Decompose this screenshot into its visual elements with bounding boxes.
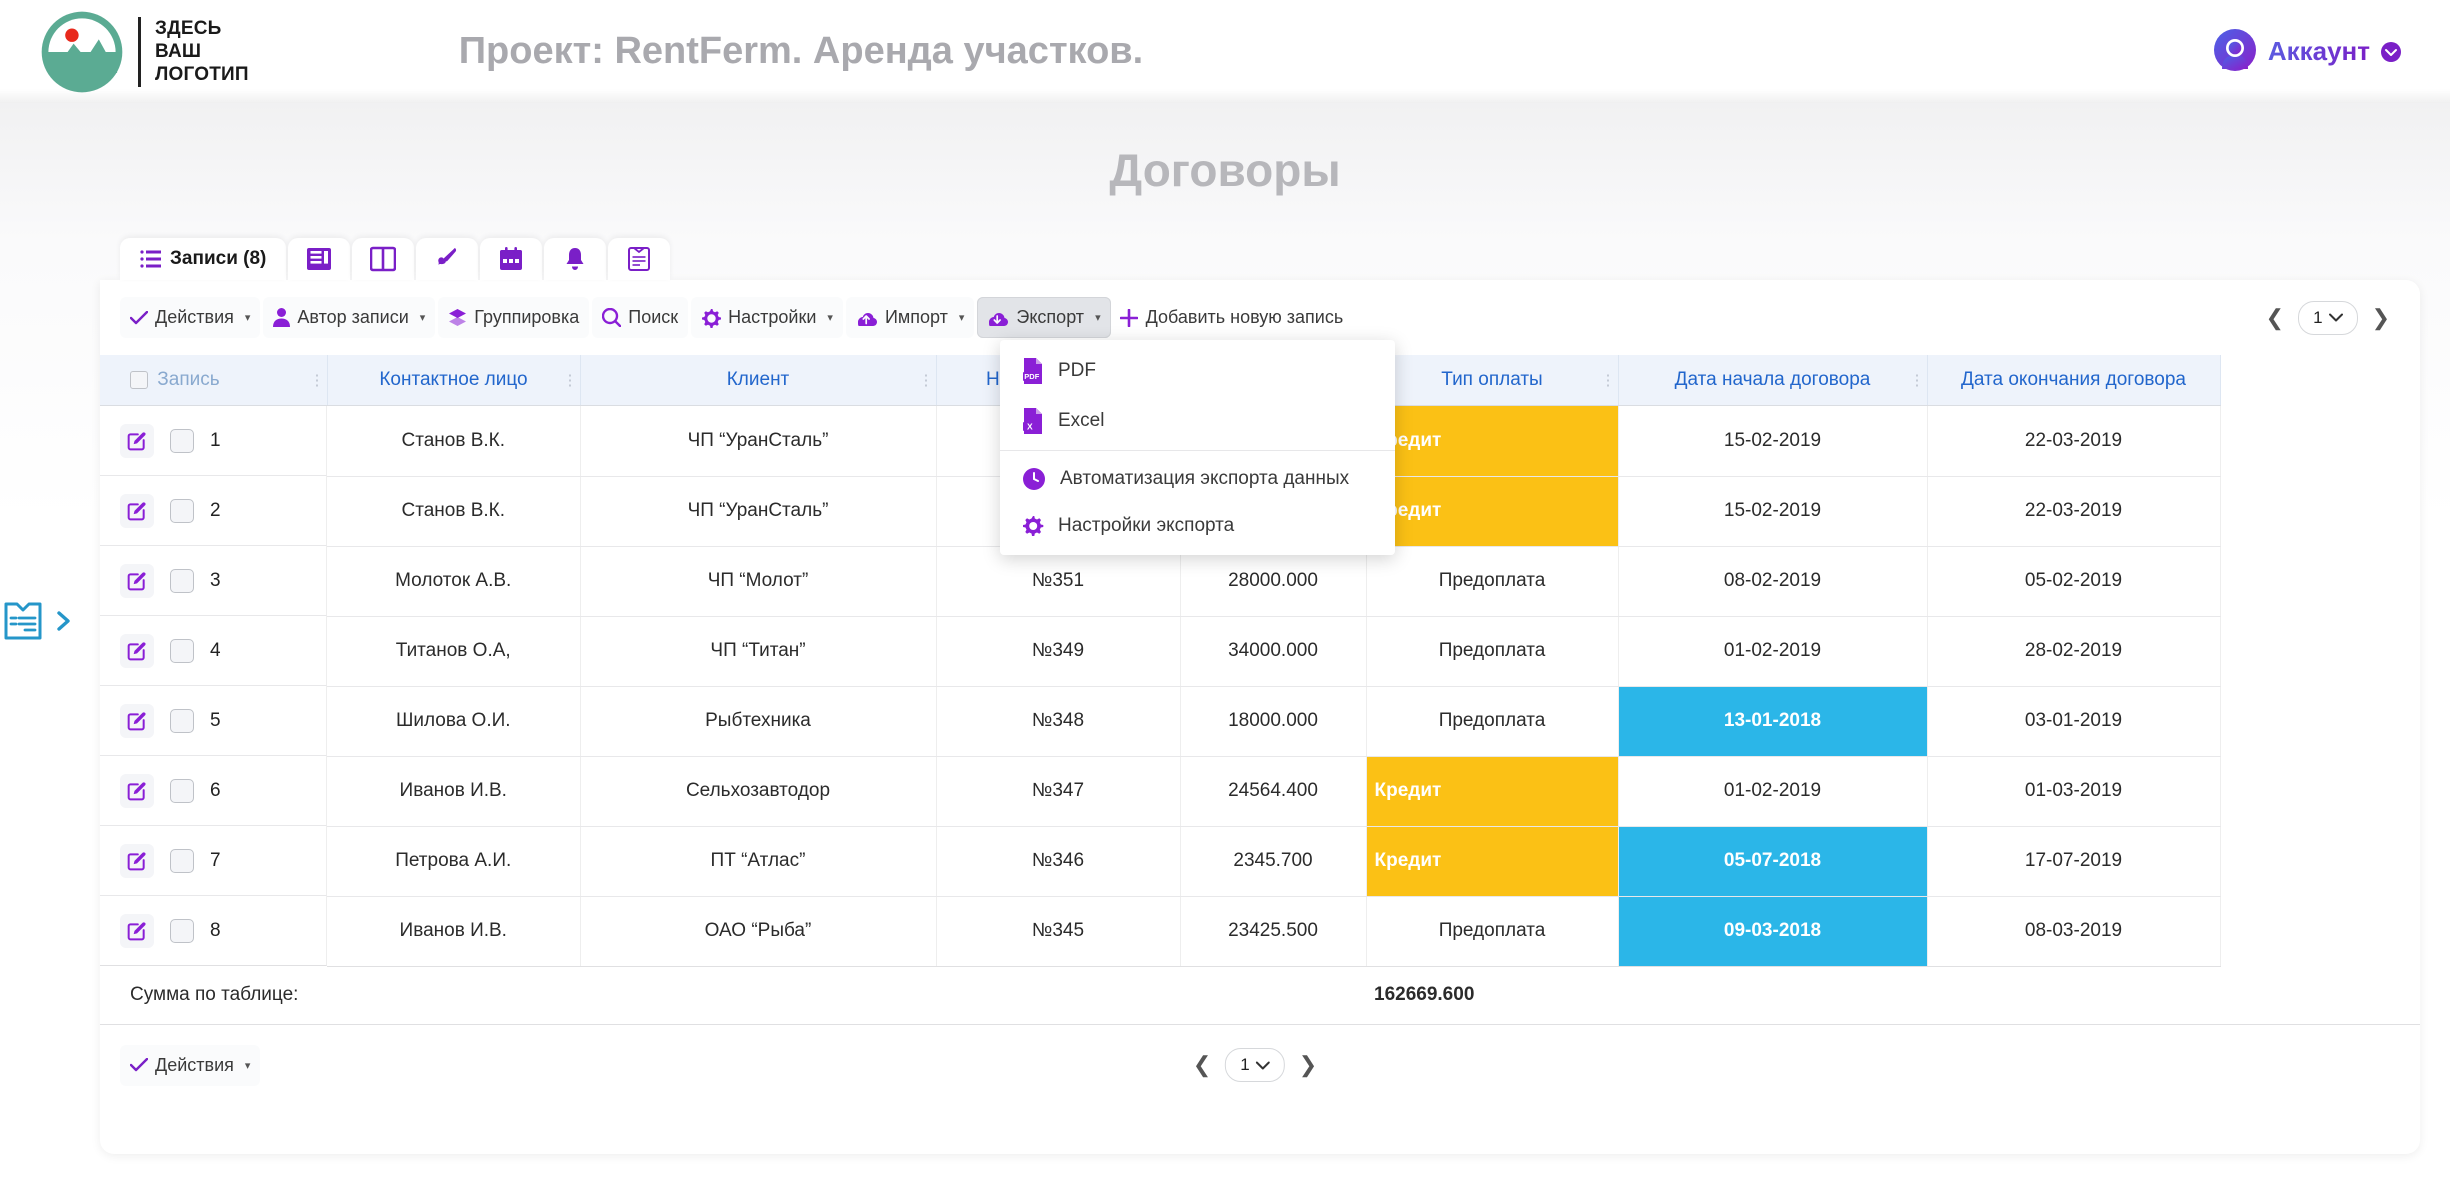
svg-text:X: X	[1027, 421, 1033, 431]
svg-text:PDF: PDF	[1024, 372, 1039, 381]
